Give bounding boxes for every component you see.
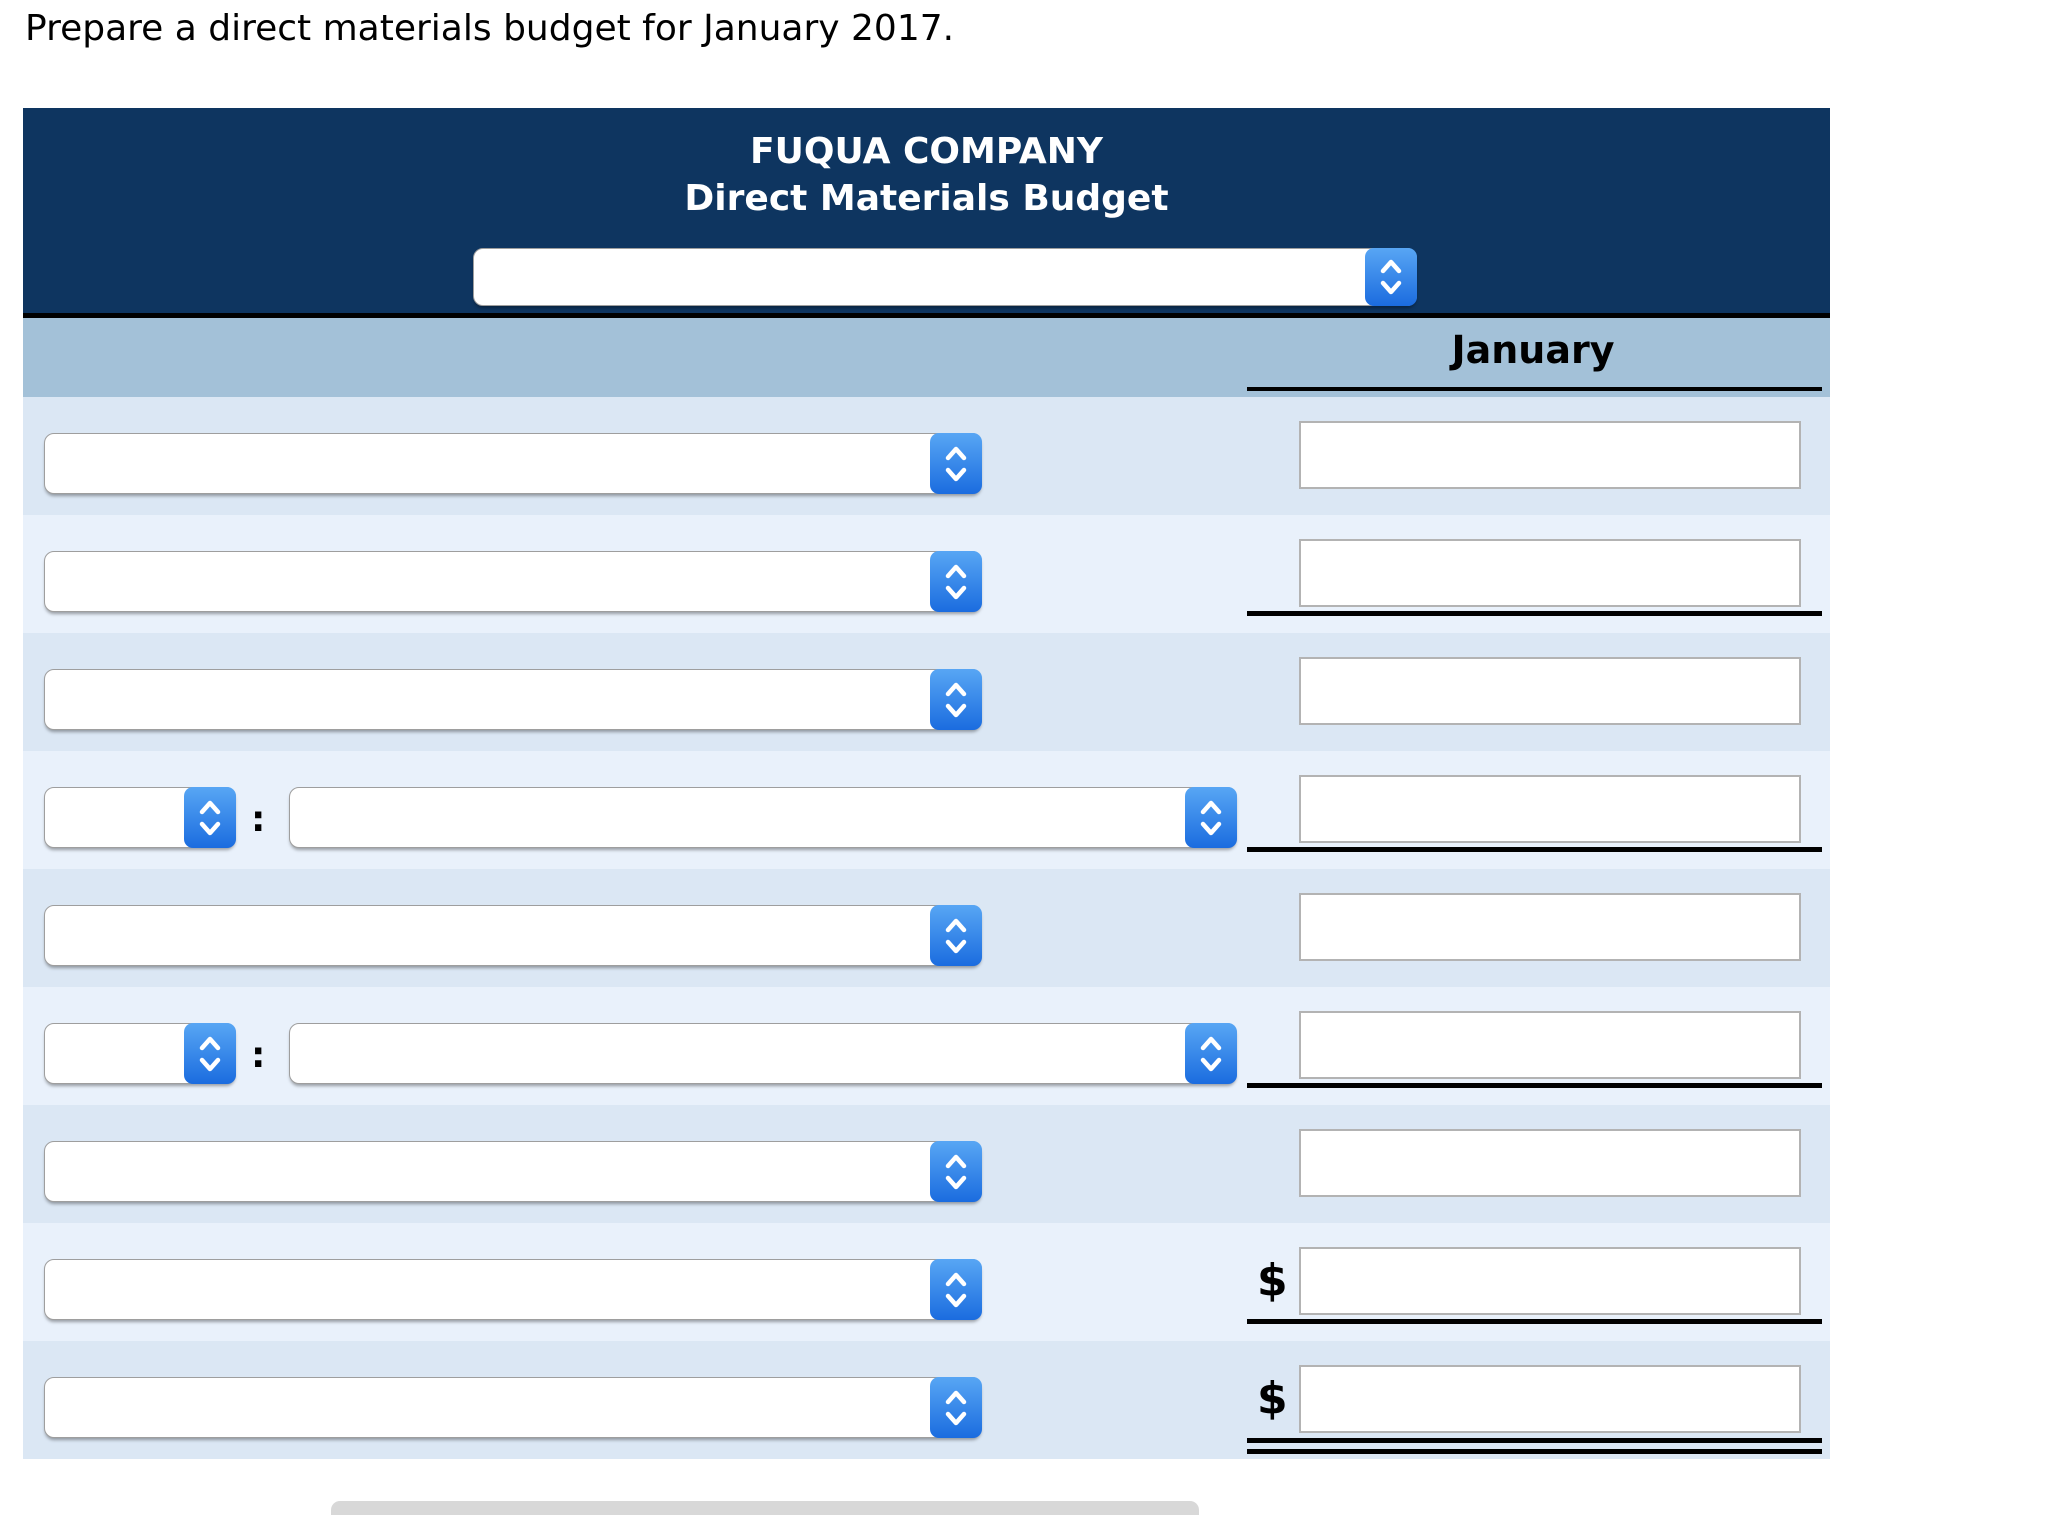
chevron-up-icon [945, 682, 967, 696]
chevron-down-icon [945, 467, 967, 481]
chevron-up-icon [199, 800, 221, 814]
select-stepper [930, 905, 982, 966]
chevron-down-icon [199, 821, 221, 835]
january-amount-input[interactable] [1299, 893, 1801, 961]
table-row: : [23, 751, 1830, 869]
january-amount-input[interactable] [1299, 1011, 1801, 1079]
row-prefix-select[interactable] [44, 787, 236, 848]
amount-underline [1247, 847, 1822, 852]
row-label-select[interactable] [44, 1259, 982, 1320]
column-header-january: January [1451, 328, 1615, 372]
chevron-up-icon [945, 1154, 967, 1168]
chevron-down-icon [945, 703, 967, 717]
chevron-up-icon [945, 564, 967, 578]
chevron-down-icon [1380, 280, 1402, 295]
chevron-down-icon [1200, 1057, 1222, 1071]
table-row [23, 515, 1830, 633]
column-header-underline [1247, 387, 1822, 391]
amount-underline [1247, 611, 1822, 616]
chevron-down-icon [945, 1175, 967, 1189]
row-prefix-select[interactable] [44, 1023, 236, 1084]
row-label-select[interactable] [44, 905, 982, 966]
january-amount-input[interactable] [1299, 657, 1801, 725]
january-amount-input[interactable] [1299, 1247, 1801, 1315]
table-row: $ [23, 1341, 1830, 1459]
select-stepper [1365, 248, 1417, 306]
select-stepper [1185, 1023, 1237, 1084]
table-header: FUQUA COMPANY Direct Materials Budget [23, 108, 1830, 318]
row-label-select[interactable] [44, 433, 982, 494]
chevron-up-icon [1200, 800, 1222, 814]
january-amount-input[interactable] [1299, 775, 1801, 843]
budget-period-select[interactable] [473, 248, 1417, 306]
january-amount-input[interactable] [1299, 1365, 1801, 1433]
january-amount-input[interactable] [1299, 421, 1801, 489]
chevron-up-icon [199, 1036, 221, 1050]
table-row: : [23, 987, 1830, 1105]
row-label-select[interactable] [44, 1141, 982, 1202]
dollar-sign: $ [1257, 1255, 1288, 1306]
amount-underline [1247, 1083, 1822, 1088]
company-name: FUQUA COMPANY [750, 131, 1103, 172]
table-row [23, 869, 1830, 987]
chevron-down-icon [945, 939, 967, 953]
select-stepper [930, 1377, 982, 1438]
select-stepper [930, 551, 982, 612]
table-row [23, 1105, 1830, 1223]
row-label-select[interactable] [44, 551, 982, 612]
instruction-text: Prepare a direct materials budget for Ja… [25, 8, 955, 49]
chevron-down-icon [945, 1411, 967, 1425]
chevron-down-icon [945, 585, 967, 599]
dollar-sign: $ [1257, 1373, 1288, 1424]
chevron-up-icon [1200, 1036, 1222, 1050]
chevron-up-icon [945, 446, 967, 460]
chevron-up-icon [945, 918, 967, 932]
chevron-down-icon [199, 1057, 221, 1071]
select-stepper [1185, 787, 1237, 848]
select-stepper [184, 787, 236, 848]
colon-separator: : [251, 799, 266, 840]
chevron-up-icon [945, 1390, 967, 1404]
january-amount-input[interactable] [1299, 539, 1801, 607]
select-stepper [930, 669, 982, 730]
chevron-down-icon [1200, 821, 1222, 835]
select-stepper [930, 1259, 982, 1320]
chevron-down-icon [945, 1293, 967, 1307]
table-row [23, 633, 1830, 751]
amount-underline [1247, 1438, 1822, 1454]
table-row [23, 397, 1830, 515]
chevron-up-icon [1380, 259, 1402, 274]
january-amount-input[interactable] [1299, 1129, 1801, 1197]
row-detail-select[interactable] [289, 787, 1237, 848]
report-title: Direct Materials Budget [684, 178, 1169, 219]
table-rows: : [23, 397, 1830, 1459]
row-label-select[interactable] [44, 1377, 982, 1438]
row-label-select[interactable] [44, 669, 982, 730]
cutoff-element [331, 1501, 1199, 1515]
amount-underline [1247, 1319, 1822, 1324]
select-stepper [184, 1023, 236, 1084]
column-header-row: January [23, 318, 1830, 397]
select-stepper [930, 1141, 982, 1202]
select-stepper [930, 433, 982, 494]
table-row: $ [23, 1223, 1830, 1341]
colon-separator: : [251, 1035, 266, 1076]
direct-materials-budget-table: FUQUA COMPANY Direct Materials Budget Ja… [23, 108, 1830, 1459]
chevron-up-icon [945, 1272, 967, 1286]
row-detail-select[interactable] [289, 1023, 1237, 1084]
